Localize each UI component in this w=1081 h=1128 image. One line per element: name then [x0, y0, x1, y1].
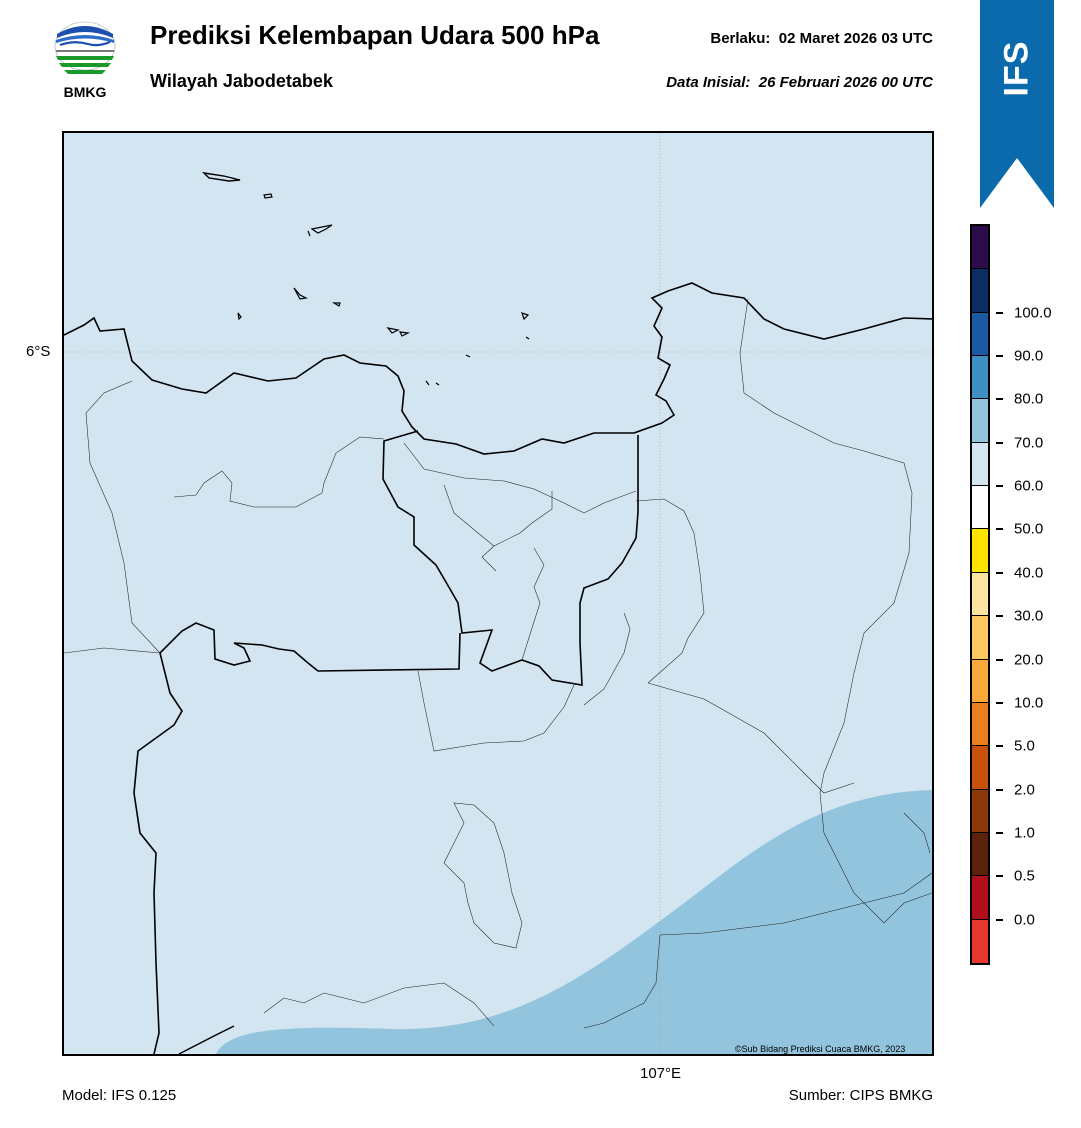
- coastline: [64, 282, 932, 455]
- colorbar-label: 0.0: [1014, 911, 1035, 929]
- colorbar-tick: [996, 831, 1003, 834]
- colorbar-segment: [972, 529, 988, 573]
- colorbar-segment: [972, 659, 988, 703]
- valid-time: Berlaku: 02 Maret 2026 03 UTC: [710, 30, 933, 47]
- bmkg-logo: [54, 21, 116, 74]
- island: [307, 224, 333, 237]
- init-time: Data Inisial: 26 Februari 2026 00 UTC: [666, 74, 933, 91]
- colorbar-label: 40.0: [1014, 564, 1044, 582]
- colorbar-segment: [972, 442, 988, 487]
- source-info: Sumber: CIPS BMKG: [788, 1087, 933, 1104]
- colorbar-segment: [972, 832, 988, 877]
- island: [425, 354, 471, 386]
- region-subtitle: Wilayah Jabodetabek: [150, 71, 333, 91]
- colorbar-tick: [996, 788, 1003, 791]
- longitude-label: 107°E: [640, 1065, 682, 1082]
- colorbar-segment: [972, 616, 988, 660]
- island: [202, 171, 241, 182]
- init-value: 26 Februari 2026 00 UTC: [758, 74, 933, 91]
- colorbar-tick: [996, 355, 1003, 358]
- island: [293, 287, 308, 300]
- model-info: Model: IFS 0.125: [62, 1087, 177, 1104]
- colorbar-tick: [996, 658, 1003, 661]
- colorbar-label: 2.0: [1014, 781, 1035, 799]
- logo-text: BMKG: [63, 84, 107, 100]
- valid-label: Berlaku:: [710, 30, 771, 47]
- colorbar-labels: 0.0 0.5 1.0 2.0 5.0 10.0 20.0 30.0 40.0 50.0 60.0 7…: [996, 0, 1076, 1128]
- colorbar-label: 70.0: [1014, 434, 1044, 452]
- colorbar-tick: [996, 701, 1003, 704]
- island: [263, 193, 273, 199]
- province-border: [133, 652, 183, 1054]
- colorbar-label: 80.0: [1014, 390, 1044, 408]
- colorbar-segment: [972, 876, 988, 920]
- colorbar-label: 10.0: [1014, 694, 1044, 712]
- colorbar-segment: [972, 312, 988, 357]
- colorbar-tick: [996, 485, 1003, 488]
- colorbar-segment: [972, 789, 988, 833]
- latitude-label: 6°S: [26, 343, 51, 360]
- humidity-map: [62, 131, 934, 1056]
- colorbar-tick: [996, 398, 1003, 401]
- ifs-ribbon: [980, 0, 1054, 208]
- colorbar-segment: [972, 702, 988, 747]
- init-label: Data Inisial:: [666, 74, 751, 91]
- colorbar-label: 60.0: [1014, 477, 1044, 495]
- colorbar-tick: [996, 745, 1003, 748]
- colorbar-tick: [996, 571, 1003, 574]
- map-canvas: [64, 133, 932, 1054]
- colorbar-segment: [972, 269, 988, 313]
- colorbar-label: 50.0: [1014, 520, 1044, 538]
- island: [237, 302, 341, 321]
- province-border: [159, 622, 461, 672]
- colorbar-label: 20.0: [1014, 651, 1044, 669]
- regency-borders: [64, 298, 932, 1029]
- colorbar-segment: [972, 399, 988, 443]
- colorbar-label: 0.5: [1014, 867, 1035, 885]
- colorbar-label: 5.0: [1014, 737, 1035, 755]
- colorbar-tick: [996, 441, 1003, 444]
- valid-value: 02 Maret 2026 03 UTC: [778, 30, 933, 47]
- humidity-70-80-zone: [216, 790, 932, 1054]
- colorbar-tick: [996, 528, 1003, 531]
- island: [521, 312, 530, 340]
- colorbar-segment: [972, 746, 988, 790]
- chart-title: Prediksi Kelembapan Udara 500 hPa: [150, 20, 600, 50]
- colorbar-segment: [972, 572, 988, 617]
- colorbar-tick: [996, 615, 1003, 618]
- colorbar: [970, 224, 990, 965]
- colorbar-segment: [972, 356, 988, 400]
- colorbar-label: 100.0: [1014, 304, 1052, 322]
- province-border: [382, 430, 639, 686]
- colorbar-tick: [996, 875, 1003, 878]
- colorbar-tick: [996, 311, 1003, 314]
- province-border: [178, 1025, 235, 1054]
- colorbar-segment: [972, 919, 988, 963]
- island: [386, 327, 411, 337]
- colorbar-label: 30.0: [1014, 607, 1044, 625]
- colorbar-label: 90.0: [1014, 347, 1044, 365]
- colorbar-segment: [972, 226, 988, 270]
- map-credit: ©Sub Bidang Prediksi Cuaca BMKG, 2023: [735, 1044, 906, 1054]
- colorbar-tick: [996, 918, 1003, 921]
- colorbar-segment: [972, 486, 988, 530]
- colorbar-label: 1.0: [1014, 824, 1035, 842]
